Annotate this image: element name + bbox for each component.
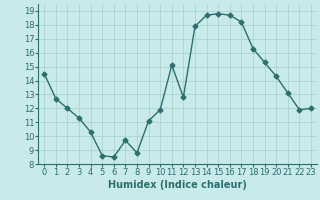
X-axis label: Humidex (Indice chaleur): Humidex (Indice chaleur) [108,180,247,190]
